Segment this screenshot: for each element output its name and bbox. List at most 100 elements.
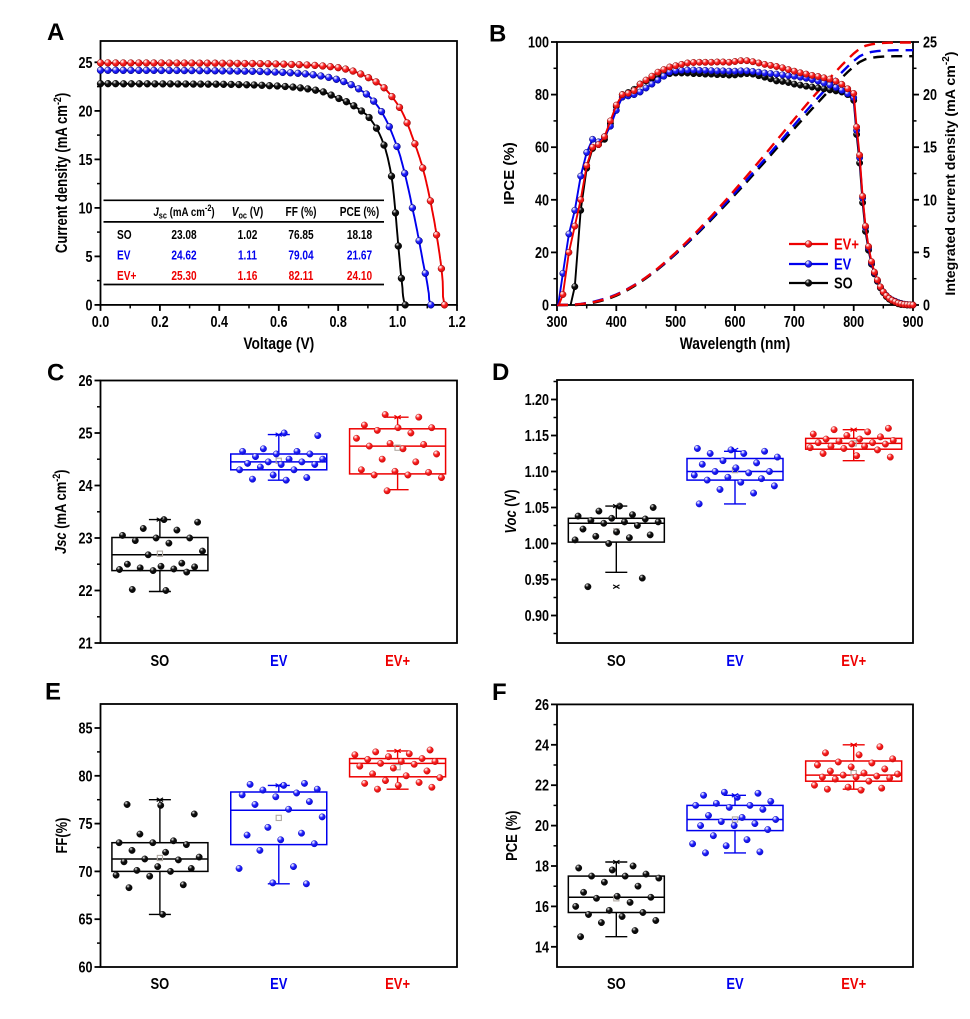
svg-text:FF(%): FF(%): [54, 818, 71, 854]
svg-text:20: 20: [535, 818, 549, 835]
svg-text:F: F: [492, 679, 507, 706]
svg-text:EV: EV: [117, 249, 131, 263]
svg-text:23: 23: [79, 531, 93, 548]
svg-text:900: 900: [903, 314, 924, 331]
svg-text:23.08: 23.08: [171, 228, 196, 242]
svg-text:SO: SO: [151, 653, 170, 670]
svg-text:700: 700: [784, 314, 805, 331]
svg-text:EV+: EV+: [834, 237, 859, 254]
svg-text:Jsc (mA cm-2): Jsc (mA cm-2): [153, 203, 214, 221]
svg-text:Wavelength (nm): Wavelength (nm): [680, 334, 790, 353]
svg-text:22: 22: [79, 583, 93, 600]
svg-text:1.2: 1.2: [448, 314, 466, 331]
svg-text:1.05: 1.05: [525, 500, 550, 517]
svg-text:SO: SO: [117, 228, 132, 242]
svg-text:80: 80: [535, 87, 549, 104]
svg-text:0.2: 0.2: [151, 314, 169, 331]
svg-text:D: D: [492, 359, 509, 386]
svg-text:800: 800: [843, 314, 864, 331]
svg-text:PCE (%): PCE (%): [504, 811, 521, 861]
svg-text:400: 400: [606, 314, 627, 331]
svg-text:16: 16: [535, 899, 549, 916]
svg-text:SO: SO: [151, 976, 170, 993]
svg-text:FF (%): FF (%): [286, 205, 317, 219]
svg-text:0.4: 0.4: [211, 314, 229, 331]
svg-text:SO: SO: [607, 976, 626, 993]
svg-text:Current density (mA cm-2): Current density (mA cm-2): [52, 93, 71, 253]
svg-text:0.90: 0.90: [525, 608, 549, 625]
svg-text:82.11: 82.11: [289, 269, 314, 283]
svg-text:40: 40: [535, 192, 549, 209]
svg-text:79.04: 79.04: [288, 249, 313, 263]
svg-text:85: 85: [79, 721, 93, 738]
svg-text:25: 25: [79, 55, 93, 72]
svg-text:1.20: 1.20: [525, 392, 549, 409]
svg-text:24.62: 24.62: [171, 249, 196, 263]
svg-text:20: 20: [79, 103, 93, 120]
svg-text:1.15: 1.15: [525, 428, 550, 445]
svg-text:18.18: 18.18: [347, 228, 372, 242]
svg-text:0.0: 0.0: [92, 314, 110, 331]
svg-text:EV+: EV+: [841, 653, 866, 670]
svg-text:0.95: 0.95: [525, 572, 550, 589]
svg-text:0: 0: [86, 297, 93, 314]
svg-text:600: 600: [725, 314, 746, 331]
svg-text:Voltage (V): Voltage (V): [243, 334, 314, 353]
svg-text:15: 15: [923, 140, 937, 157]
svg-text:76.85: 76.85: [288, 228, 313, 242]
svg-text:20: 20: [535, 245, 549, 262]
svg-text:SO: SO: [607, 653, 626, 670]
svg-text:100: 100: [528, 35, 549, 52]
svg-text:75: 75: [79, 816, 93, 833]
svg-text:EV+: EV+: [385, 976, 410, 993]
svg-text:60: 60: [79, 960, 93, 977]
svg-text:26: 26: [79, 373, 93, 390]
svg-text:0: 0: [923, 298, 930, 315]
svg-text:10: 10: [923, 192, 937, 209]
svg-text:5: 5: [86, 249, 93, 266]
svg-text:0.8: 0.8: [329, 314, 347, 331]
svg-text:25: 25: [79, 426, 93, 443]
svg-text:5: 5: [923, 245, 930, 262]
svg-text:EV: EV: [726, 976, 744, 993]
svg-text:26: 26: [535, 697, 549, 714]
svg-text:0: 0: [542, 298, 549, 315]
svg-text:EV+: EV+: [841, 976, 866, 993]
svg-text:65: 65: [79, 912, 93, 929]
svg-text:70: 70: [79, 864, 93, 881]
svg-text:EV: EV: [726, 653, 744, 670]
svg-text:24: 24: [79, 478, 93, 495]
svg-text:IPCE (%): IPCE (%): [501, 142, 518, 205]
svg-text:18: 18: [535, 859, 549, 876]
svg-text:80: 80: [79, 768, 93, 785]
svg-text:21: 21: [79, 636, 93, 653]
svg-text:EV: EV: [834, 257, 852, 274]
svg-text:SO: SO: [834, 276, 853, 293]
svg-text:1.10: 1.10: [525, 464, 549, 481]
svg-text:25: 25: [923, 35, 937, 52]
svg-text:Integrated current density (mA: Integrated current density (mA cm-2): [941, 51, 959, 295]
svg-text:EV+: EV+: [385, 653, 410, 670]
svg-text:60: 60: [535, 140, 549, 157]
svg-text:15: 15: [79, 152, 93, 169]
svg-text:22: 22: [535, 778, 549, 795]
svg-text:1.11: 1.11: [238, 249, 257, 263]
svg-text:300: 300: [547, 314, 568, 331]
svg-text:1.02: 1.02: [238, 228, 258, 242]
svg-text:EV+: EV+: [117, 269, 136, 283]
svg-text:A: A: [47, 19, 64, 46]
svg-text:10: 10: [79, 200, 93, 217]
svg-text:1.0: 1.0: [389, 314, 407, 331]
svg-text:Voc (V): Voc (V): [503, 489, 520, 533]
svg-text:Jsc (mA cm-2): Jsc (mA cm-2): [51, 470, 70, 555]
svg-text:B: B: [489, 21, 506, 48]
svg-text:EV: EV: [270, 976, 288, 993]
svg-text:14: 14: [535, 939, 549, 956]
svg-text:EV: EV: [270, 653, 288, 670]
svg-text:500: 500: [665, 314, 686, 331]
svg-text:25.30: 25.30: [171, 269, 196, 283]
svg-text:C: C: [47, 360, 64, 387]
svg-text:24: 24: [535, 737, 549, 754]
svg-text:24.10: 24.10: [347, 269, 372, 283]
svg-text:1.16: 1.16: [238, 269, 258, 283]
